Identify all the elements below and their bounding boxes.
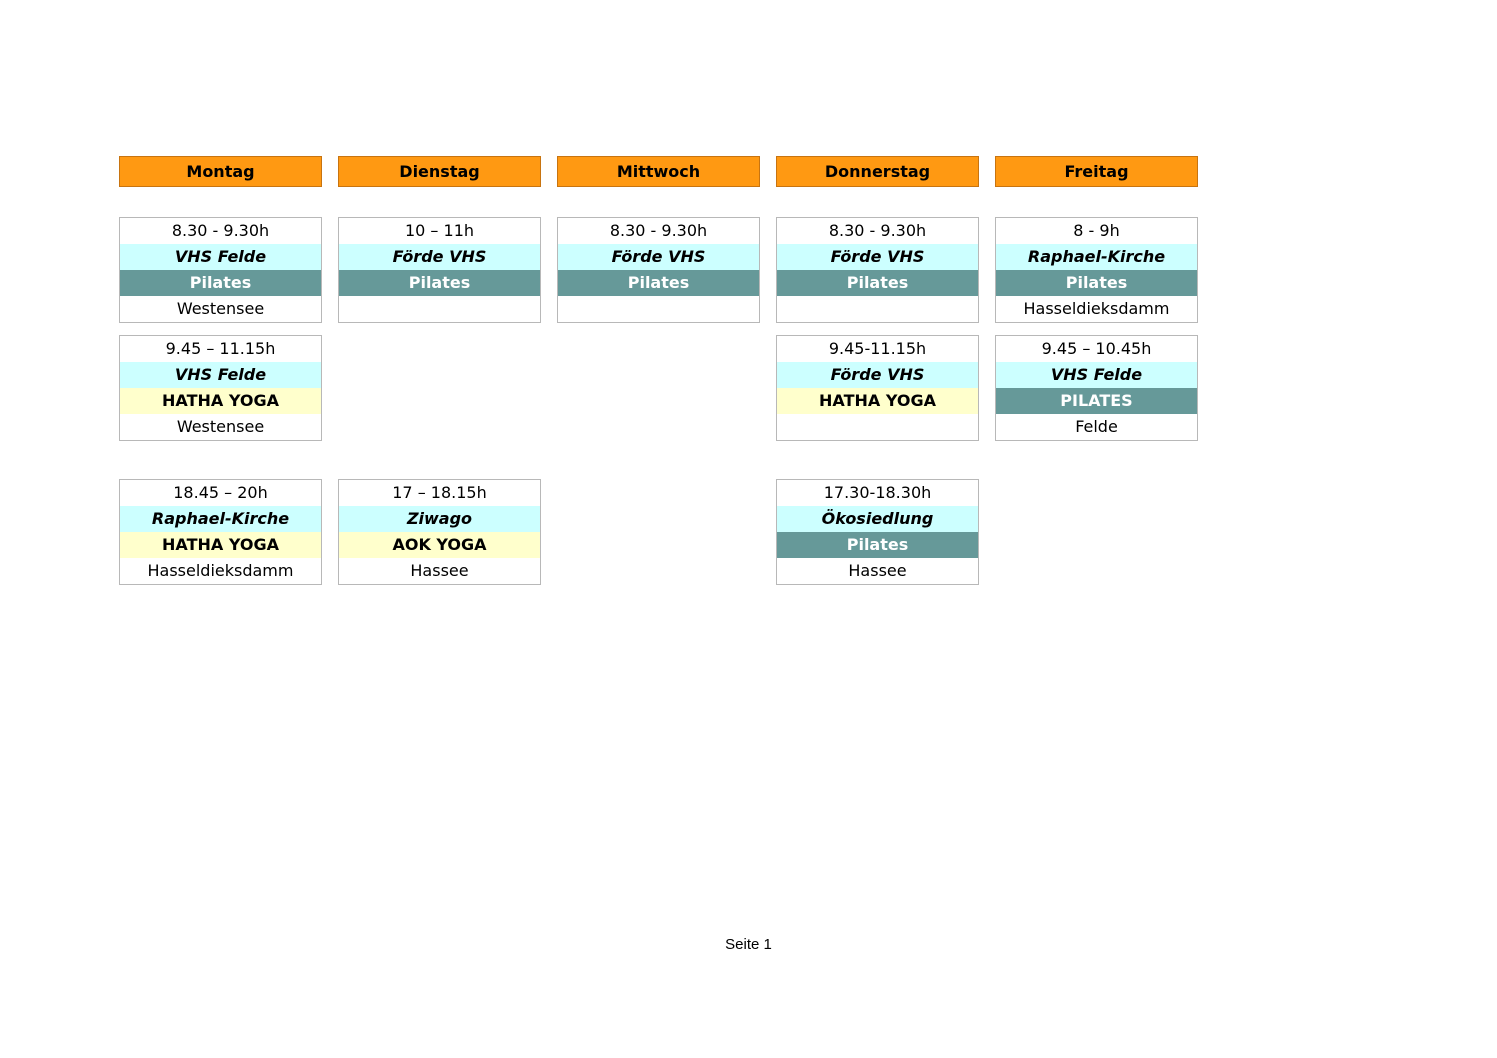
course-block: 8.30 - 9.30h Förde VHS Pilates: [557, 217, 760, 323]
course-venue: Raphael-Kirche: [996, 244, 1197, 270]
course-block: 8.30 - 9.30h Förde VHS Pilates: [776, 217, 979, 323]
course-time: 9.45 – 10.45h: [1041, 339, 1152, 358]
course-location: Felde: [1075, 417, 1118, 436]
course-block: 10 – 11h Förde VHS Pilates: [338, 217, 541, 323]
course-location: Hasseldieksdamm: [1023, 299, 1170, 318]
course-location: Westensee: [176, 417, 265, 436]
course-block: 17.30-18.30h Ökosiedlung Pilates Hassee: [776, 479, 979, 585]
course-time: 9.45 – 11.15h: [165, 339, 276, 358]
course-location: Hasseldieksdamm: [147, 561, 294, 580]
course-block: 9.45 – 10.45h VHS Felde PILATES Felde: [995, 335, 1198, 441]
course-name: Pilates: [777, 532, 978, 558]
course-time: 8.30 - 9.30h: [828, 221, 927, 240]
course-name: HATHA YOGA: [120, 388, 321, 414]
course-name: Pilates: [996, 270, 1197, 296]
course-name: HATHA YOGA: [120, 532, 321, 558]
course-location-empty: [777, 414, 978, 440]
course-location-empty: [339, 296, 540, 322]
course-location: Hassee: [848, 561, 907, 580]
course-venue: VHS Felde: [120, 244, 321, 270]
course-block: 9.45 – 11.15h VHS Felde HATHA YOGA Westense…: [119, 335, 322, 441]
course-time: 18.45 – 20h: [173, 483, 268, 502]
course-venue: Ökosiedlung: [777, 506, 978, 532]
day-header: Freitag: [995, 156, 1198, 187]
course-venue: VHS Felde: [120, 362, 321, 388]
course-block: 9.45-11.15h Förde VHS HATHA YOGA: [776, 335, 979, 441]
course-time: 8 - 9h: [1073, 221, 1120, 240]
course-name: AOK YOGA: [339, 532, 540, 558]
course-venue: Förde VHS: [339, 244, 540, 270]
course-name: HATHA YOGA: [777, 388, 978, 414]
course-location-empty: [558, 296, 759, 322]
day-header: Montag: [119, 156, 322, 187]
course-venue: Förde VHS: [777, 362, 978, 388]
course-venue: Ziwago: [339, 506, 540, 532]
course-time: 10 – 11h: [404, 221, 475, 240]
course-location: Westensee: [176, 299, 265, 318]
course-name: Pilates: [120, 270, 321, 296]
course-time: 17 – 18.15h: [392, 483, 487, 502]
day-header: Donnerstag: [776, 156, 979, 187]
course-block: 18.45 – 20h Raphael-Kirche HATHA YOGA Hasse…: [119, 479, 322, 585]
course-block: 8 - 9h Raphael-Kirche Pilates Hasseldieksda…: [995, 217, 1198, 323]
course-block: 8.30 - 9.30h VHS Felde Pilates Westensee: [119, 217, 322, 323]
course-venue: Förde VHS: [777, 244, 978, 270]
course-location-empty: [777, 296, 978, 322]
course-venue: Raphael-Kirche: [120, 506, 321, 532]
course-venue: Förde VHS: [558, 244, 759, 270]
course-venue: VHS Felde: [996, 362, 1197, 388]
day-header: Dienstag: [338, 156, 541, 187]
course-name: PILATES: [996, 388, 1197, 414]
course-time: 9.45-11.15h: [828, 339, 927, 358]
course-time: 17.30-18.30h: [823, 483, 932, 502]
course-time: 8.30 - 9.30h: [171, 221, 270, 240]
course-name: Pilates: [558, 270, 759, 296]
page-footer: Seite 1: [725, 936, 772, 953]
course-name: Pilates: [777, 270, 978, 296]
course-location: Hassee: [410, 561, 469, 580]
course-time: 8.30 - 9.30h: [609, 221, 708, 240]
course-block: 17 – 18.15h Ziwago AOK YOGA Hassee: [338, 479, 541, 585]
course-name: Pilates: [339, 270, 540, 296]
day-header: Mittwoch: [557, 156, 760, 187]
